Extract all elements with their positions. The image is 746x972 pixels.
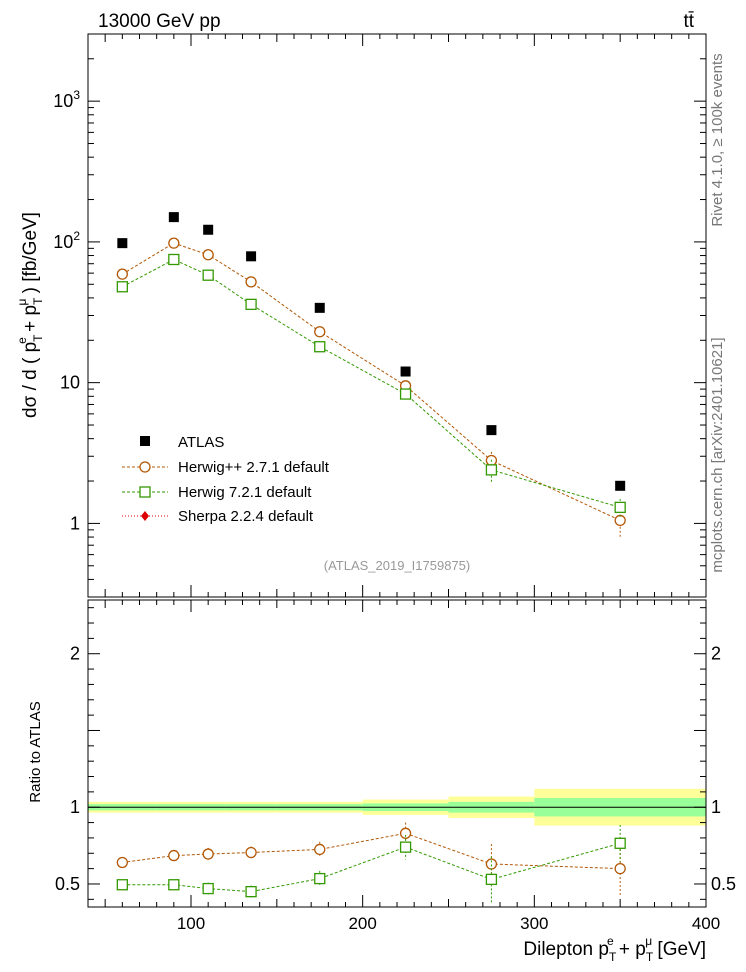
data-point-atlas	[203, 224, 214, 235]
ratio-herwig7-point	[314, 872, 326, 885]
main-herwig7-point	[116, 281, 128, 293]
data-point-atlas	[615, 480, 626, 491]
main-herwig7-point	[614, 501, 626, 514]
main-herwigpp-point	[202, 249, 214, 261]
source-label: mcplots.cern.ch [arXiv:2401.10621]	[709, 337, 726, 572]
data-point-atlas	[314, 302, 325, 313]
ratio-herwig7-point	[202, 882, 214, 895]
ratio-herwig7-point	[168, 879, 180, 891]
y-tick-label: 102	[53, 229, 80, 252]
legend-marker-sherpa	[141, 511, 149, 521]
x-tick-label: 300	[520, 914, 548, 933]
main-y-axis-label: dσ / d ( pTe + pTμ ) [fb/GeV]	[15, 212, 45, 418]
main-herwigpp-point	[314, 326, 326, 338]
x-axis-label: Dilepton pTe + pTμ [GeV]	[523, 934, 706, 964]
ratio-herwig7-point	[116, 879, 128, 891]
ratio-herwigpp-line	[122, 832, 621, 870]
analysis-label: (ATLAS_2019_I1759875)	[324, 558, 470, 573]
main-herwigpp-line	[122, 242, 621, 521]
legend-label-sherpa: Sherpa 2.2.4 default	[178, 508, 314, 525]
process-label: tt̄	[683, 11, 694, 32]
main-herwigpp-point	[614, 514, 626, 527]
x-tick-label: 100	[177, 914, 205, 933]
legend-entry-sherpa: Sherpa 2.2.4 default	[122, 508, 314, 525]
ratio-y-tick-label-right: 1	[711, 797, 721, 817]
ratio-herwigpp-point	[202, 848, 214, 860]
legend-marker-atlas	[140, 436, 150, 446]
ratio-y-tick-label-left: 0.5	[55, 874, 80, 894]
legend-label-atlas: ATLAS	[178, 434, 224, 451]
data-point-atlas	[486, 425, 497, 436]
energy-label: 13000 GeV pp	[98, 11, 221, 32]
legend-entry-herwigpp: Herwig++ 2.7.1 default	[122, 459, 330, 476]
legend-marker-herwig7	[139, 486, 151, 498]
main-herwig7-line	[122, 258, 621, 508]
ratio-y-tick-label-right: 0.5	[711, 874, 736, 894]
ratio-herwig7-line	[122, 842, 621, 893]
legend-label-herwigpp: Herwig++ 2.7.1 default	[178, 459, 330, 476]
legend: ATLAS Herwig++ 2.7.1 default Herwig 7.2.…	[122, 434, 330, 525]
ratio-herwig7-point	[485, 873, 498, 886]
legend-marker-herwigpp	[139, 461, 151, 473]
rivet-version-label: Rivet 4.1.0, ≥ 100k events	[709, 53, 726, 226]
ratio-herwig7-point	[245, 886, 257, 898]
ratio-y-tick-label-left: 2	[70, 644, 80, 664]
main-herwig7-point	[202, 269, 214, 281]
ratio-herwigpp-point	[245, 846, 257, 859]
main-herwigpp-point	[245, 276, 257, 288]
ratio-herwig7-point	[399, 841, 412, 853]
ratio-plot-frame	[87, 599, 707, 908]
data-point-atlas	[168, 212, 179, 223]
y-tick-label: 103	[53, 88, 80, 111]
svg-text:Dilepton pTe + pTμ [GeV]: Dilepton pTe + pTμ [GeV]	[523, 934, 706, 964]
data-point-atlas	[246, 251, 257, 262]
x-tick-label: 200	[348, 914, 376, 933]
ratio-y-axis-label: Ratio to ATLAS	[27, 701, 44, 802]
legend-label-herwig7: Herwig 7.2.1 default	[178, 484, 312, 501]
main-panel: 1 10 102 103	[53, 33, 707, 598]
ratio-herwigpp-point	[399, 827, 412, 839]
y-tick-label: 10	[60, 373, 80, 393]
ratio-herwigpp-point	[314, 843, 326, 856]
data-point-atlas	[400, 366, 411, 377]
svg-text:dσ / d ( pTe + pTμ ) [fb/GeV]: dσ / d ( pTe + pTμ ) [fb/GeV]	[15, 212, 45, 418]
main-herwigpp-point	[116, 268, 128, 280]
ratio-herwigpp-point	[168, 849, 180, 862]
main-herwig7-point	[314, 341, 326, 353]
ratio-y-tick-label-left: 1	[70, 797, 80, 817]
data-point-atlas	[117, 238, 128, 249]
main-herwig7-point	[168, 253, 180, 266]
main-herwigpp-point	[168, 237, 180, 249]
x-tick-label: 400	[692, 914, 720, 933]
main-herwig7-point	[399, 388, 412, 400]
legend-entry-atlas: ATLAS	[140, 434, 224, 451]
main-herwig7-point	[245, 298, 257, 311]
ratio-herwigpp-point	[116, 856, 128, 869]
legend-entry-herwig7: Herwig 7.2.1 default	[122, 484, 312, 501]
ratio-herwig7-point	[614, 837, 626, 849]
ratio-herwigpp-point	[614, 862, 626, 875]
y-tick-label: 1	[70, 513, 80, 533]
ratio-panel: 100 200 300 400 0.5 0.5 1 1 2 2	[55, 599, 736, 933]
main-herwig7-point	[485, 464, 498, 476]
ratio-y-tick-label-right: 2	[711, 644, 721, 664]
